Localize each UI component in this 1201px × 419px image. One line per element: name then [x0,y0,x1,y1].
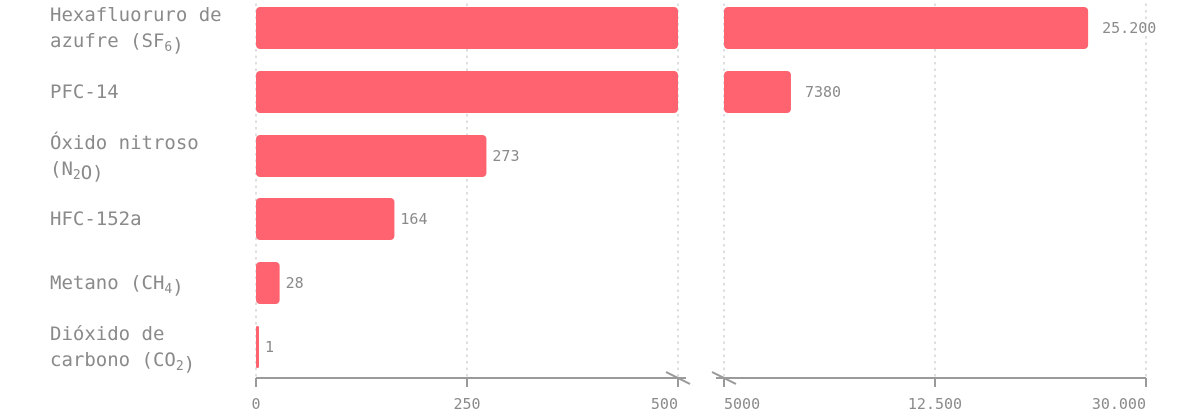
bar-segment [256,198,395,240]
category-label: Hexafluoruro de [50,4,222,26]
bar-segment [256,71,678,113]
bar-segment [724,7,1089,49]
value-label: 28 [286,274,304,292]
category-label: HFC-152a [50,208,142,230]
category-label: PFC-14 [50,81,119,103]
value-label: 25.200 [1102,19,1156,37]
gridlines [255,3,1147,377]
tick-label: 500 [651,395,678,413]
tick-label: 250 [453,395,480,413]
bar [256,7,1089,49]
category-labels: Hexafluoruro de azufre (SF6) PFC-14 Óxido n… [50,4,222,375]
value-label: 273 [492,147,519,165]
category-label: Dióxido de [50,323,164,345]
category-label: azufre (SF6) [50,30,184,56]
bar [256,71,791,113]
category-label: Metano (CH4) [50,272,184,298]
bar [256,198,395,240]
bar-segment [256,326,259,368]
category-label: carbono (CO2) [50,349,195,375]
bar-segment [256,7,678,49]
x-axis: 0 250 500 5000 12.500 30.000 [251,371,1147,413]
bar-segment [256,262,280,304]
value-label: 164 [400,210,427,228]
bars [256,7,1089,368]
bar-segment [724,71,791,113]
bar [256,326,259,368]
value-label: 7380 [805,83,841,101]
tick-label: 0 [251,395,260,413]
category-label: (N2O) [50,158,104,184]
tick-label: 12.500 [908,395,962,413]
bar [256,262,280,304]
bar [256,135,487,177]
tick-label: 5000 [724,395,760,413]
category-label: Óxido nitroso [50,130,199,154]
bar-segment [256,135,487,177]
value-label: 1 [265,338,274,356]
tick-label: 30.000 [1092,395,1146,413]
value-labels: 25.200 7380 273 164 28 1 [265,19,1156,356]
